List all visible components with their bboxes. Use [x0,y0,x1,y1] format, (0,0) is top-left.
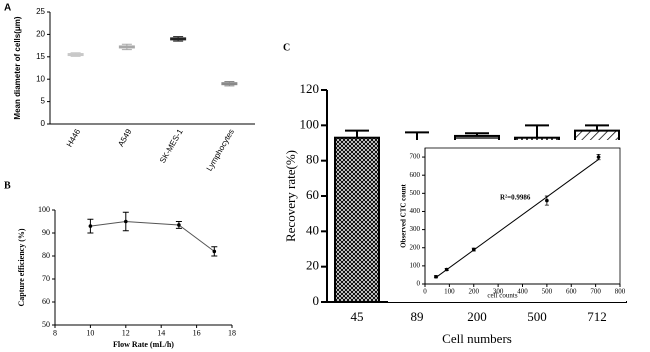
y-tick-label: 80 [42,251,50,260]
line [90,220,215,252]
panel: 0 100 200 300 400 500 600 700 0 100 200 300 400 500 60… [388,140,626,302]
error-bar [70,52,81,57]
panel-label: C [283,42,290,53]
x-axis-label: Cell numbers [442,331,512,346]
x-tick-label: 0 [423,288,427,296]
x-tick-label: 800 [615,288,626,296]
y-tick-label: 5 [41,97,46,106]
x-tick-label: 200 [469,288,480,296]
y-tick-label: 20 [36,30,45,39]
x-tick-label: A549 [116,127,133,148]
y-tick-label: 100 [38,205,50,214]
error-bar [405,131,429,142]
x-tick-label: 700 [590,288,601,296]
annotation: R²=0.9986 [500,194,531,202]
y-tick-label: 300 [410,225,421,233]
error-bar [525,124,549,138]
y-tick-label: 60 [42,297,50,306]
y-tick-label: 80 [306,152,319,167]
error-bar [173,36,184,42]
x-tick-label: Lymphocytes [205,128,236,173]
y-tick-label: 50 [42,320,50,329]
error-bar [444,268,449,271]
fit-line [435,159,599,278]
error-bar [224,80,235,87]
y-tick-label: 400 [410,207,421,215]
x-axis-label: Flow Rate (mL/h) [113,340,174,349]
y-tick-label: 25 [36,7,45,16]
panel-label: A [4,3,11,14]
y-tick-label: 0 [41,119,46,128]
y-tick-label: 40 [306,222,319,237]
error-bar [122,211,129,232]
panel: A 0 5 10 15 20 25 Mean diameter of cells(μm) H44… [4,3,255,173]
y-axis-label: Recovery rate(%) [283,150,298,242]
y-tick-label: 100 [300,116,320,131]
error-bar [471,247,476,252]
x-axis-label: cell counts [487,292,517,300]
error-bar [87,218,94,234]
y-tick-label: 20 [306,258,319,273]
x-tick-label: 14 [157,328,165,337]
error-bar [433,275,438,279]
x-tick-label: SK-MES-1 [158,127,185,165]
panel-label: B [4,180,11,191]
x-tick-label: 712 [587,309,607,324]
y-tick-label: 10 [36,74,45,83]
y-tick-label: 600 [410,171,421,179]
y-tick-label: 0 [313,293,320,308]
x-tick-label: 8 [53,328,57,337]
y-tick-label: 60 [306,187,319,202]
inset-background [388,140,626,302]
x-tick-label: 500 [542,288,553,296]
x-tick-label: 10 [86,328,94,337]
x-tick-label: 16 [193,328,201,337]
x-tick-label: 45 [351,309,364,324]
x-tick-label: 400 [517,288,528,296]
error-bar [345,129,369,138]
x-tick-label: 600 [566,288,577,296]
error-bar [544,195,549,206]
y-tick-label: 120 [300,81,320,96]
error-bar [211,246,218,257]
y-tick-label: 700 [410,153,421,161]
y-tick-label: 15 [36,52,45,61]
x-tick-label: 18 [228,328,236,337]
y-axis-label: Mean diameter of cells(μm) [13,16,22,119]
y-axis-label: Observed CTC count [400,183,408,247]
panel: B 50 60 70 80 90 100 8 10 12 14 16 18 Capture efficie… [4,180,236,349]
x-tick-label: 100 [444,288,455,296]
error-bar [121,43,132,51]
bar [334,136,380,303]
y-tick-label: 90 [42,228,50,237]
x-tick-label: 89 [411,309,424,324]
x-tick-label: H446 [65,127,83,149]
error-bar [596,153,601,161]
x-tick-label: 500 [527,309,547,324]
x-tick-label: 12 [122,328,130,337]
x-tick-label: 300 [493,288,504,296]
y-tick-label: 70 [42,274,50,283]
error-bar [175,221,182,229]
y-tick-label: 500 [410,189,421,197]
y-tick-label: 0 [417,280,421,288]
y-tick-label: 100 [410,261,421,269]
x-tick-label: 200 [467,309,487,324]
y-axis-label: Capture efficiency (%) [17,228,26,306]
y-tick-label: 200 [410,243,421,251]
